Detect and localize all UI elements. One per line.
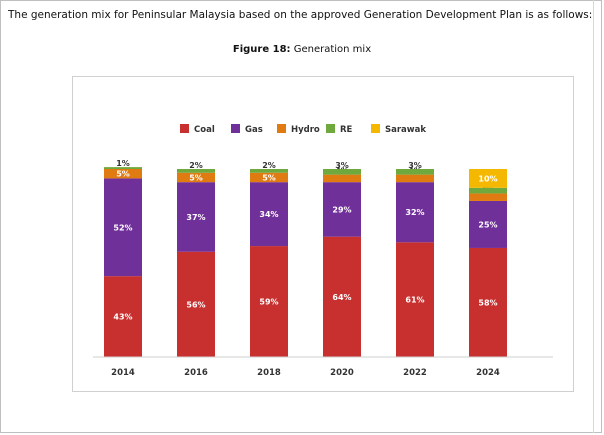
- data-label-coal-2022: 61%: [405, 296, 424, 305]
- data-label-coal-2020: 64%: [332, 293, 351, 302]
- data-label-hydro-2016: 5%: [189, 173, 203, 182]
- bar-segment-sarawak-2024: [469, 169, 507, 188]
- data-label-gas-2020: 29%: [332, 205, 351, 214]
- x-tick-label-2020: 2020: [330, 368, 354, 378]
- x-tick-label-2016: 2016: [184, 368, 208, 378]
- bar-segment-gas-2018: [250, 182, 288, 247]
- chart-bars: 43%52%5%1%56%37%5%2%59%34%5%2%64%29%4%3%…: [104, 159, 507, 357]
- bar-segment-coal-2014: [104, 276, 142, 357]
- data-label-hydro-2018: 5%: [262, 173, 276, 182]
- figure-title: Figure 18: Generation mix: [0, 44, 604, 55]
- intro-paragraph: The generation mix for Peninsular Malays…: [8, 9, 593, 21]
- bar-segment-hydro-2022: [396, 174, 434, 183]
- data-label-gas-2014: 52%: [113, 223, 132, 232]
- bar-segment-coal-2024: [469, 247, 507, 357]
- bar-segment-hydro-2020: [323, 174, 361, 183]
- x-axis-ticks: 2014 2016 2018 2020 2022 2024: [111, 368, 500, 378]
- data-label-coal-2014: 43%: [113, 313, 132, 322]
- generation-mix-chart: Coal Gas Hydro RE Sarawak 43% 52% 5% 1% 56% 37% 5%…: [93, 124, 553, 378]
- data-label-re-2020: 3%: [335, 161, 349, 170]
- data-label-gas-2022: 32%: [405, 208, 424, 217]
- page-edge-divider: [593, 0, 594, 433]
- data-label-re-2016: 2%: [189, 161, 203, 170]
- bar-segment-hydro-2024: [469, 193, 507, 201]
- legend-label-hydro: Hydro: [291, 125, 320, 135]
- bar-segment-re-2020: [323, 169, 361, 175]
- x-tick-label-2022: 2022: [403, 368, 427, 378]
- data-label-re-2018: 2%: [262, 161, 276, 170]
- legend-label-re: RE: [340, 125, 353, 135]
- figure-caption: Generation mix: [293, 44, 372, 55]
- bar-segment-coal-2018: [250, 246, 288, 357]
- chart-legend: Coal Gas Hydro RE Sarawak: [180, 124, 426, 135]
- legend-swatch-gas: [231, 124, 240, 133]
- figure-number: Figure 18:: [232, 44, 291, 55]
- data-label-coal-2016: 56%: [186, 300, 205, 309]
- data-label-re-2022: 3%: [408, 161, 422, 170]
- bar-segment-re-2014: [104, 167, 142, 169]
- legend-label-coal: Coal: [194, 125, 215, 135]
- bar-segment-hydro-2014: [104, 169, 142, 179]
- data-label-re-2014: 1%: [116, 159, 130, 168]
- bar-segment-hydro-2018: [250, 172, 288, 183]
- legend-label-sarawak: Sarawak: [385, 125, 426, 135]
- bar-segment-coal-2016: [177, 251, 215, 357]
- bar-segment-re-2016: [177, 169, 215, 173]
- legend-swatch-coal: [180, 124, 189, 133]
- bar-segment-gas-2022: [396, 182, 434, 243]
- bar-segment-gas-2020: [323, 182, 361, 237]
- legend-swatch-re: [326, 124, 335, 133]
- bar-segment-coal-2022: [396, 242, 434, 357]
- bar-segment-gas-2024: [469, 200, 507, 248]
- bar-segment-coal-2020: [323, 236, 361, 357]
- bar-segment-gas-2016: [177, 182, 215, 252]
- bar-segment-hydro-2016: [177, 172, 215, 183]
- data-label-gas-2016: 37%: [186, 213, 205, 222]
- x-tick-label-2014: 2014: [111, 368, 135, 378]
- x-tick-label-2018: 2018: [257, 368, 281, 378]
- data-label-coal-2018: 59%: [259, 298, 278, 307]
- legend-swatch-hydro: [277, 124, 286, 133]
- data-label-sarawak-2024: 10%: [478, 174, 497, 183]
- x-tick-label-2024: 2024: [476, 368, 500, 378]
- bar-segment-gas-2014: [104, 178, 142, 277]
- chart-container: Coal Gas Hydro RE Sarawak 43% 52% 5% 1% 56% 37% 5%…: [72, 76, 574, 392]
- bar-segment-re-2024: [469, 187, 507, 194]
- data-label-hydro-2014: 5%: [116, 170, 130, 179]
- legend-label-gas: Gas: [245, 125, 263, 135]
- bar-segment-re-2022: [396, 169, 434, 175]
- bar-segment-re-2018: [250, 169, 288, 173]
- data-label-coal-2024: 58%: [478, 298, 497, 307]
- data-label-gas-2018: 34%: [259, 210, 278, 219]
- data-label-gas-2024: 25%: [478, 220, 497, 229]
- legend-swatch-sarawak: [371, 124, 380, 133]
